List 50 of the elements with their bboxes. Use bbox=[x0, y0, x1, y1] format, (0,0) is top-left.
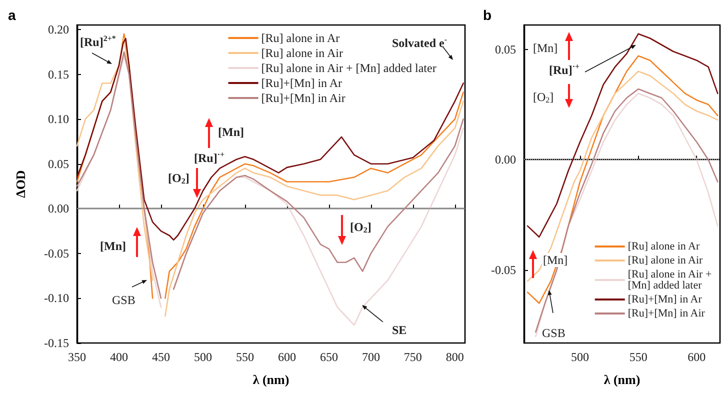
x-tick-label: 450 bbox=[152, 350, 170, 364]
legend-label: [Ru]+[Mn] in Ar bbox=[628, 294, 702, 306]
x-tick-label: 350 bbox=[68, 350, 86, 364]
x-tick-label: 600 bbox=[688, 350, 706, 364]
x-tick-label: 750 bbox=[404, 350, 422, 364]
y-tick-label: 0.10 bbox=[48, 112, 69, 126]
legend-label: [Ru] alone in Air + [Mn] added later bbox=[628, 268, 714, 292]
annotation: [Mn] bbox=[543, 253, 568, 267]
x-tick-label: 650 bbox=[320, 350, 338, 364]
x-axis-title: λ (nm) bbox=[252, 372, 290, 387]
y-tick-label: -0.05 bbox=[491, 263, 516, 278]
legend-label: [Ru]+[Mn] in Air bbox=[261, 91, 346, 105]
annotation: GSB bbox=[542, 326, 566, 340]
x-axis-title: λ (nm) bbox=[604, 372, 640, 387]
y-tick-label: -0.15 bbox=[44, 336, 69, 350]
annotation: GSB bbox=[112, 293, 136, 307]
x-tick-label: 700 bbox=[362, 350, 380, 364]
legend-label: [Ru] alone in Air + [Mn] added later bbox=[261, 61, 436, 75]
annotation: [Mn] bbox=[533, 41, 558, 55]
y-tick-label: 0.20 bbox=[48, 22, 69, 36]
y-tick-label: 0.05 bbox=[495, 42, 516, 56]
y-tick-label: -0.05 bbox=[44, 246, 69, 260]
x-tick-label: 800 bbox=[446, 350, 464, 364]
legend-label: [Ru] alone in Ar bbox=[628, 240, 700, 252]
legend-label: [Ru] alone in Air bbox=[628, 254, 704, 266]
chart-title: b bbox=[483, 7, 492, 23]
legend-label: [Ru] alone in Air bbox=[261, 46, 343, 60]
y-axis-title: ΔOD bbox=[13, 170, 28, 198]
annotation: [Ru]·+ bbox=[194, 150, 225, 165]
x-tick-label: 500 bbox=[571, 350, 589, 364]
annotation: [Mn] bbox=[100, 239, 126, 253]
x-tick-label: 550 bbox=[236, 350, 254, 364]
legend-label: [Ru]+[Mn] in Air bbox=[628, 308, 706, 320]
x-tick-label: 500 bbox=[194, 350, 212, 364]
line-series bbox=[526, 33, 718, 238]
y-tick-label: 0.15 bbox=[48, 67, 69, 82]
y-tick-label: 0.00 bbox=[495, 152, 516, 167]
annotation: Solvated e- bbox=[392, 35, 448, 50]
annotation: [Ru]·+ bbox=[549, 62, 580, 77]
x-tick-label: 550 bbox=[629, 350, 648, 364]
y-tick-label: -0.10 bbox=[44, 291, 69, 306]
chart-title: a bbox=[8, 7, 16, 23]
x-tick-label: 400 bbox=[110, 350, 128, 364]
annotation: [Mn] bbox=[218, 125, 244, 139]
legend-label: [Ru] alone in Ar bbox=[261, 31, 340, 45]
y-tick-label: 0.00 bbox=[48, 202, 69, 216]
y-tick-label: 0.05 bbox=[48, 156, 69, 171]
x-tick-label: 600 bbox=[278, 350, 296, 364]
annotation: SE bbox=[392, 323, 407, 337]
legend-label: [Ru]+[Mn] in Ar bbox=[261, 76, 342, 90]
